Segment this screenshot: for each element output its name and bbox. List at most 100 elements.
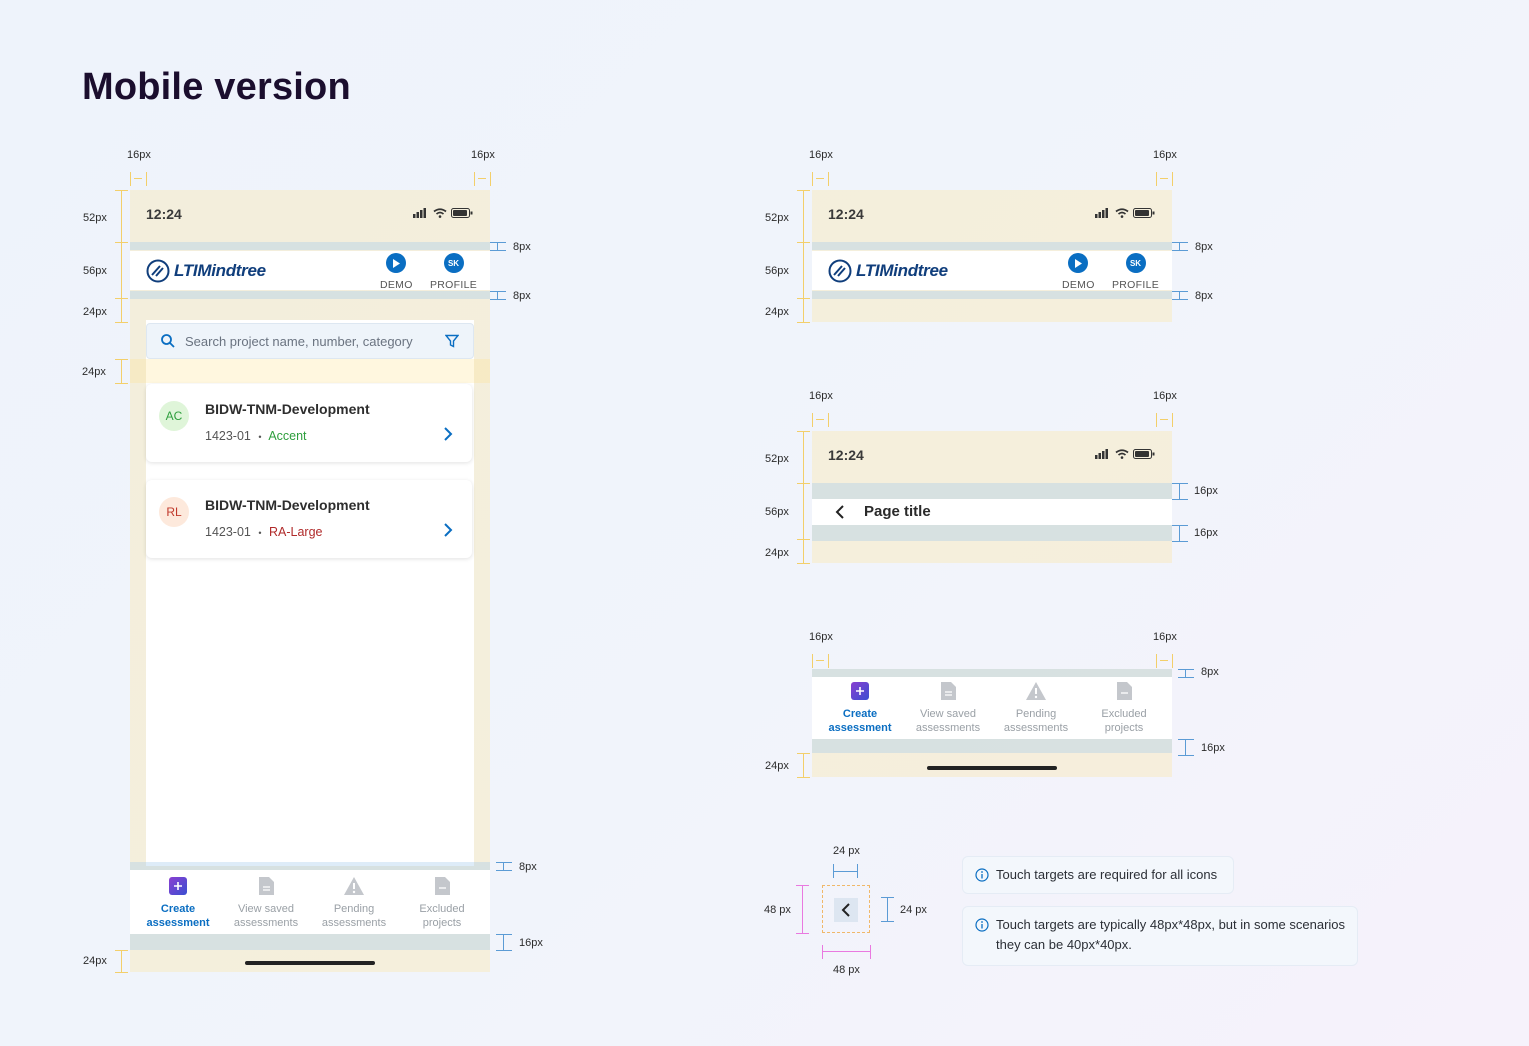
info-icon xyxy=(975,868,989,882)
dim-label: 16px xyxy=(809,149,833,161)
avatar: SK xyxy=(443,253,464,273)
dim-label: 8px xyxy=(1195,241,1213,253)
tab-label: assessments xyxy=(915,722,981,734)
dim-label: 56px xyxy=(83,265,107,277)
wifi-icon xyxy=(433,208,447,218)
wifi-icon xyxy=(1115,449,1129,459)
dim-label: 48 px xyxy=(833,964,860,976)
status-icons xyxy=(1095,449,1155,459)
dim-label: 24px xyxy=(765,547,789,559)
dim-label: 8px xyxy=(513,241,531,253)
tab-label: assessments xyxy=(1003,722,1069,734)
tab-bar-bg xyxy=(130,870,490,934)
brand-logo[interactable]: LTIMindtree xyxy=(828,259,948,283)
search-icon xyxy=(161,334,175,348)
plus-square-icon xyxy=(851,682,869,700)
tab-view-saved[interactable]: View saved assessments xyxy=(222,876,310,930)
dim-label: 52px xyxy=(765,212,789,224)
dim-label: 24px xyxy=(765,306,789,318)
tab-label: assessments xyxy=(321,917,387,929)
document-icon xyxy=(435,877,450,895)
tab-view-saved[interactable]: View saved assessments xyxy=(904,681,992,735)
wifi-icon xyxy=(1115,208,1129,218)
dim-label: 24px xyxy=(83,955,107,967)
dim-label: 56px xyxy=(765,506,789,518)
demo-button[interactable]: DEMO xyxy=(1062,253,1095,291)
dim-label: 56px xyxy=(765,265,789,277)
avatar: AC xyxy=(159,401,189,431)
tab-label: assessment xyxy=(828,722,892,734)
tab-label: Pending xyxy=(1015,708,1057,720)
project-name: BIDW-TNM-Development xyxy=(205,497,370,513)
dim-label: 16px xyxy=(809,390,833,402)
tab-label: Excluded xyxy=(1101,708,1147,720)
back-chevron-icon[interactable] xyxy=(840,902,852,918)
separator-dot: • xyxy=(258,528,262,538)
dim-label: 8px xyxy=(519,861,537,873)
back-chevron-icon[interactable] xyxy=(834,504,846,520)
project-number: 1423-01 xyxy=(205,429,251,443)
tab-pending[interactable]: Pending assessments xyxy=(310,876,398,930)
tab-pending[interactable]: Pending assessments xyxy=(992,681,1080,735)
tab-excluded[interactable]: Excluded projects xyxy=(1080,681,1168,735)
project-name: BIDW-TNM-Development xyxy=(205,401,370,417)
separator-dot: • xyxy=(258,432,262,442)
project-card[interactable]: RL BIDW-TNM-Development 1423-01 • RA-Lar… xyxy=(146,480,472,558)
padding-zone xyxy=(130,862,490,870)
play-icon xyxy=(386,253,407,273)
tab-label: View saved xyxy=(237,903,295,915)
padding-zone xyxy=(130,934,490,950)
dim-label: 24 px xyxy=(900,904,927,916)
home-indicator xyxy=(245,961,375,965)
project-card[interactable]: AC BIDW-TNM-Development 1423-01 • Accent xyxy=(146,384,472,462)
chevron-right-icon xyxy=(444,523,453,537)
page-title: Mobile version xyxy=(82,66,351,108)
dim-label: 16px xyxy=(519,937,543,949)
tab-label: projects xyxy=(1104,722,1144,734)
dim-label: 24px xyxy=(83,306,107,318)
signal-icon xyxy=(413,208,426,218)
tab-label: assessment xyxy=(146,917,210,929)
note-text: Touch targets are typically 48px*48px, b… xyxy=(996,917,1346,932)
document-icon xyxy=(259,877,274,895)
avatar: RL xyxy=(159,497,189,527)
project-category: Accent xyxy=(268,429,307,443)
tab-create-assessment[interactable]: Create assessment xyxy=(816,681,904,735)
dim-label: 16px xyxy=(809,631,833,643)
tab-excluded[interactable]: Excluded projects xyxy=(398,876,486,930)
profile-button[interactable]: SK PROFILE xyxy=(430,253,477,291)
tab-label: projects xyxy=(422,917,462,929)
demo-button[interactable]: DEMO xyxy=(380,253,413,291)
avatar: SK xyxy=(1125,253,1146,273)
document-icon xyxy=(1117,682,1132,700)
padding-zone xyxy=(130,291,490,299)
profile-label: PROFILE xyxy=(1112,279,1160,291)
page-title-text: Page title xyxy=(864,503,931,520)
dim-label: 16px xyxy=(1153,149,1177,161)
dim-label: 48 px xyxy=(764,904,791,916)
warning-icon xyxy=(1026,682,1046,700)
play-icon xyxy=(1068,253,1089,273)
brand-logo[interactable]: LTIMindtree xyxy=(146,259,266,283)
home-indicator xyxy=(927,766,1057,770)
project-number: 1423-01 xyxy=(205,525,251,539)
filter-icon[interactable] xyxy=(445,334,459,348)
dim-label: 24px xyxy=(765,760,789,772)
brand-name: LTIMindtree xyxy=(174,261,266,280)
dim-label: 8px xyxy=(1201,666,1219,678)
dim-label: 16px xyxy=(1194,527,1218,539)
icon-area xyxy=(834,898,858,922)
battery-icon xyxy=(1133,449,1155,459)
touch-target-area xyxy=(822,885,870,933)
project-meta: 1423-01 • Accent xyxy=(205,429,307,443)
search-bar[interactable]: Search project name, number, category xyxy=(146,323,474,359)
dim-label: 24px xyxy=(82,366,106,378)
status-icons xyxy=(1095,208,1155,218)
search-input[interactable]: Search project name, number, category xyxy=(185,333,413,349)
signal-icon xyxy=(1095,449,1108,459)
tab-create-assessment[interactable]: Create assessment xyxy=(134,876,222,930)
status-icons xyxy=(413,208,473,218)
project-category: RA-Large xyxy=(269,525,323,539)
profile-button[interactable]: SK PROFILE xyxy=(1112,253,1159,291)
dim-label: 8px xyxy=(513,290,531,302)
